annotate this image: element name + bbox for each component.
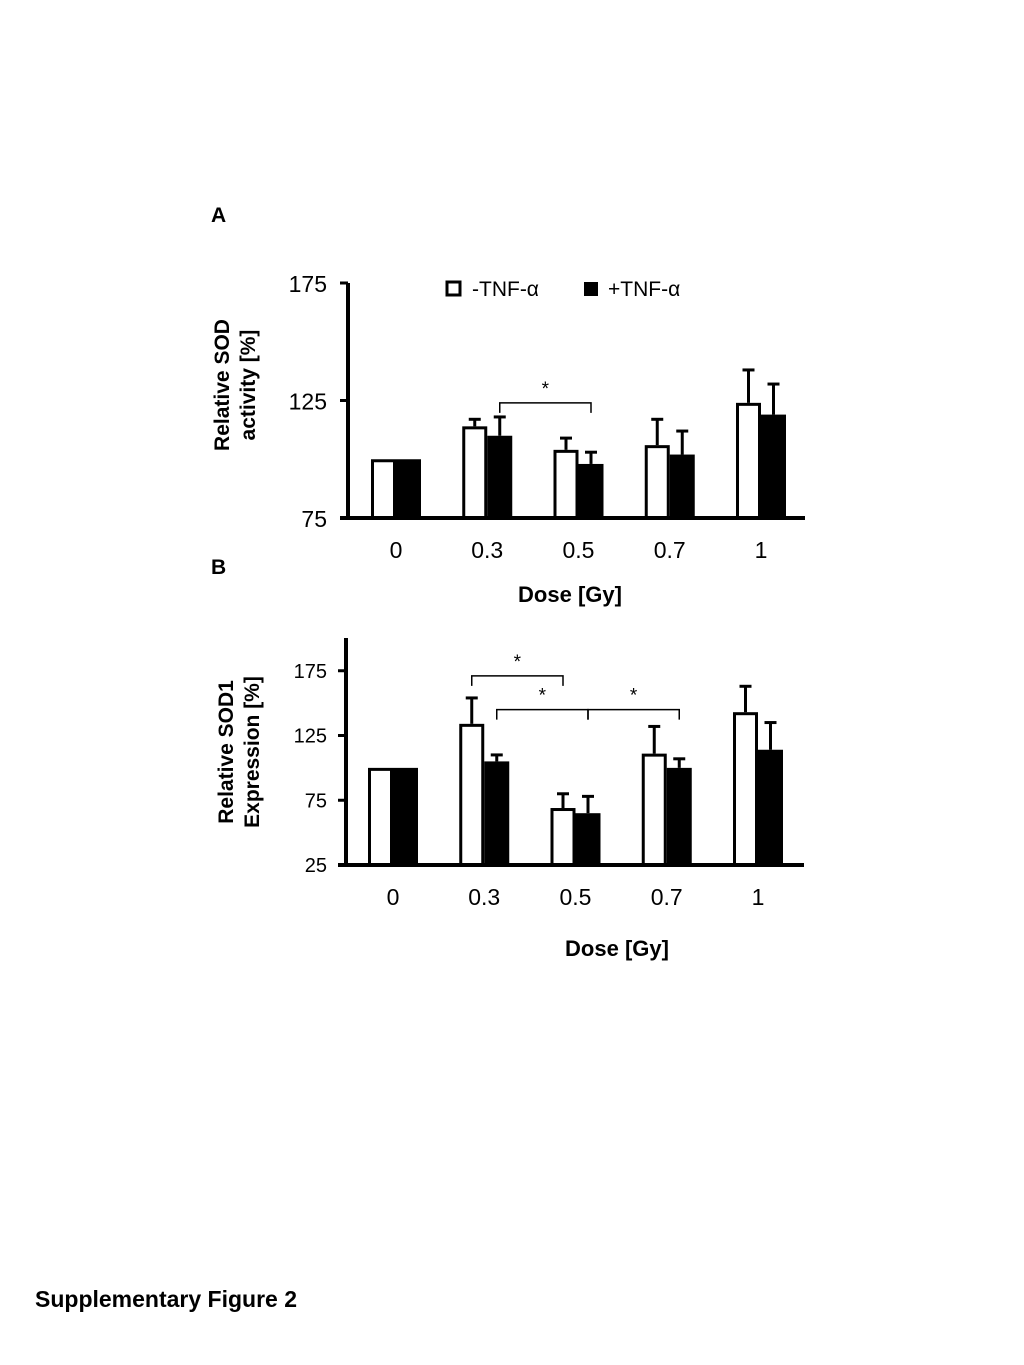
panel-b-y-axis-title-line1: Relative SOD1	[215, 680, 238, 824]
panel-b-x-tick-label-0.5: 0.5	[560, 884, 592, 910]
panel-b-bar-without-tnf-0.7	[641, 753, 667, 867]
panel-b-x-tick-label-1: 1	[752, 884, 765, 910]
panel-b-x-tick-label-0.7: 0.7	[651, 884, 683, 910]
panel-a-bar-without-tnf-1	[736, 402, 761, 520]
panel-b-bar-without-tnf-0	[368, 767, 393, 867]
panel-a-y-tick-label-75: 75	[301, 506, 327, 532]
panel-a-bar-with-tnf-0.5	[578, 463, 604, 518]
panel-b-significance-bracket-0	[471, 675, 564, 686]
panel-b-significance-star-1: *	[539, 686, 547, 707]
panel-b-y-axis-title-line2: Expression [%]	[241, 676, 264, 828]
panel-b-y-tick-label-75: 75	[305, 790, 327, 812]
panel-a-bar-without-tnf-0.7	[644, 445, 670, 520]
panel-a-bar-with-tnf-0	[396, 459, 421, 518]
panel-a-x-tick-label-0.3: 0.3	[471, 537, 503, 563]
panel-a-bar-without-tnf-0	[371, 459, 396, 520]
panel-b-plot: 25 75 125 175 0 0.3 0.5 0.7 1 * * *	[294, 638, 804, 910]
panel-letter-b: B	[211, 556, 226, 579]
panel-a-y-axis-title-line2: activity [%]	[237, 330, 260, 441]
panel-a-y-tick-label-125: 125	[289, 389, 327, 415]
panel-a-x-tick-label-1: 1	[755, 537, 768, 563]
panel-b-bar-with-tnf-1	[758, 749, 783, 865]
panel-b-x-tick-label-0.3: 0.3	[468, 884, 500, 910]
panel-a-bar-with-tnf-0.3	[487, 435, 513, 518]
panel-a-x-axis-title: Dose [Gy]	[518, 582, 622, 607]
panel-a-y-axis-title-line1: Relative SOD	[211, 319, 234, 451]
figure-caption: Supplementary Figure 2	[35, 1286, 297, 1312]
legend-swatch-without-tnf	[445, 280, 462, 297]
panel-b-bar-without-tnf-0.5	[550, 808, 576, 867]
panel-a-bar-with-tnf-1	[761, 414, 786, 518]
panel-a-plot: 75 125 175 0 0.3 0.5 0.7 1 *	[289, 271, 805, 563]
legend-label-with-tnf: +TNF-α	[608, 278, 680, 301]
panel-letter-a: A	[211, 204, 226, 227]
panel-a-significance-bracket-0	[499, 402, 592, 413]
panel-b-bar-with-tnf-0	[393, 767, 418, 865]
panel-b-x-axis-title: Dose [Gy]	[565, 936, 669, 961]
panel-b-x-tick-label-0: 0	[387, 884, 400, 910]
panel-b-significance-star-0: *	[514, 652, 522, 673]
panel-a-significance-star-0: *	[542, 379, 550, 400]
legend-swatch-with-tnf	[584, 282, 598, 296]
legend-label-without-tnf: -TNF-α	[472, 278, 539, 301]
panel-a-x-tick-label-0.7: 0.7	[654, 537, 686, 563]
panel-b-y-tick-label-175: 175	[294, 661, 327, 683]
panel-b-y-axis-title: Relative SOD1 Expression [%]	[215, 676, 264, 828]
panel-b-bar-with-tnf-0.5	[575, 813, 601, 865]
panel-b-bar-without-tnf-0.3	[459, 723, 485, 867]
panel-b-bar-without-tnf-1	[733, 712, 758, 867]
panel-b-y-tick-label-125: 125	[294, 726, 327, 748]
panel-b-bar-with-tnf-0.3	[484, 761, 510, 865]
panel-a-y-axis-title: Relative SOD activity [%]	[211, 319, 260, 451]
panel-b-y-tick-label-25: 25	[305, 855, 327, 877]
panel-b-significance-star-2: *	[630, 686, 638, 707]
panel-a-y-tick-label-175: 175	[289, 271, 327, 297]
panel-a-bar-without-tnf-0.3	[462, 426, 488, 520]
panel-a-bar-without-tnf-0.5	[553, 449, 579, 520]
legend: -TNF-α +TNF-α	[445, 278, 680, 301]
panel-a-x-tick-label-0.5: 0.5	[563, 537, 595, 563]
panel-b-significance-bracket-1	[496, 708, 589, 720]
panel-a-bar-with-tnf-0.7	[669, 454, 695, 518]
panel-b-significance-bracket-2	[587, 708, 680, 720]
panel-a-x-tick-label-0: 0	[390, 537, 403, 563]
panel-b-bar-with-tnf-0.7	[666, 767, 692, 865]
